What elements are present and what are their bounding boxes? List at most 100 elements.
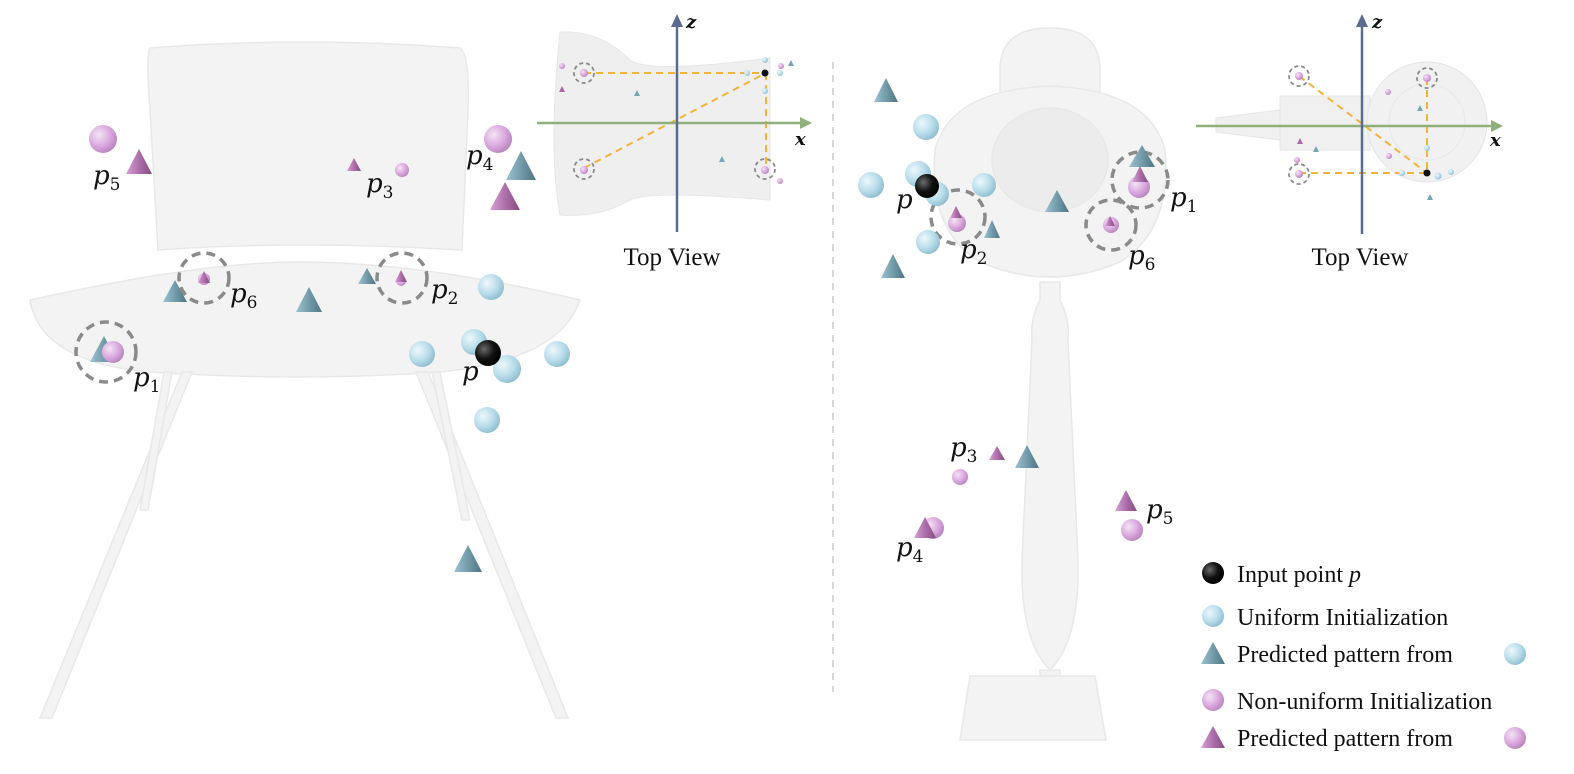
- nonuniform-sphere: [952, 469, 968, 485]
- nonuniform-predicted-cone: [1115, 490, 1137, 511]
- nonuniform-cone-icon: [1201, 726, 1225, 748]
- legend-uniform-label: Uniform Initialization: [1237, 605, 1448, 631]
- label-p6: p6: [1128, 241, 1155, 275]
- legend-input-point-label: Input point: [1237, 562, 1343, 588]
- legend-item-uniform: Uniform Initialization: [1202, 605, 1448, 631]
- nonuniform-predicted-cone: [914, 517, 936, 538]
- label-p: p: [462, 357, 479, 387]
- nonuniform-predicted-cone: [989, 446, 1005, 460]
- top-view-x-label: x: [1489, 130, 1501, 151]
- uniform-predicted-cone: [1129, 145, 1155, 167]
- top-view-caption: Top View: [1312, 244, 1409, 271]
- top-view-x-label: x: [794, 129, 806, 150]
- uniform-predicted-cone: [1015, 445, 1039, 468]
- lamp-highlight-circles: [929, 150, 1170, 252]
- chair-top-view: x z Top View: [537, 12, 812, 271]
- label-p1: p1: [133, 363, 160, 397]
- uniform-predicted-cone: [506, 151, 536, 180]
- highlight-circle-p6: [177, 251, 231, 305]
- nonuniform-sphere: [395, 163, 409, 177]
- lamp-top-silhouette: [1366, 61, 1488, 183]
- uniform-predicted-cone: [163, 280, 187, 302]
- uniform-sphere: [478, 274, 504, 300]
- uniform-sphere-icon: [1202, 605, 1224, 627]
- highlight-circle-p1: [74, 320, 138, 384]
- uniform-sphere-icon: [1504, 643, 1526, 665]
- chair-shape: [29, 41, 581, 719]
- input-point-icon: [1202, 562, 1224, 584]
- x-axis-arrow-icon: [1491, 120, 1503, 132]
- legend-uniform-predicted-label: Predicted pattern from: [1237, 642, 1453, 668]
- label-p6: p6: [230, 279, 257, 313]
- highlight-circle-p2: [375, 251, 429, 305]
- chair-input-point: [475, 340, 501, 366]
- nonuniform-predicted-cone: [490, 182, 520, 210]
- label-p: p: [896, 185, 913, 215]
- nonuniform-predicted-cone: [198, 271, 210, 283]
- label-p4: p4: [896, 533, 923, 567]
- z-axis-arrow-icon: [671, 14, 683, 27]
- uniform-sphere: [858, 172, 884, 198]
- uniform-cone-icon: [1201, 642, 1225, 664]
- chair-labels: p5 p3 p4 p6 p2 p1 p: [93, 141, 493, 397]
- uniform-predicted-cone: [454, 545, 482, 572]
- uniform-predicted-cone: [984, 220, 1000, 238]
- uniform-sphere: [544, 341, 570, 367]
- legend-nonuniform-predicted-label: Predicted pattern from: [1237, 726, 1453, 752]
- label-p1: p1: [1170, 183, 1197, 217]
- uniform-sphere: [913, 114, 939, 140]
- chair-nonuniform-predicted-cones: [126, 149, 520, 283]
- highlight-circle-p1: [1110, 150, 1170, 210]
- nonuniform-sphere: [102, 341, 124, 363]
- nonuniform-predicted-cone: [1132, 166, 1148, 182]
- lamp-uniform-predicted-cones: [874, 78, 1155, 468]
- z-axis-arrow-icon: [1356, 14, 1368, 27]
- highlight-circle-p2: [929, 188, 987, 246]
- uniform-predicted-cone: [358, 268, 376, 284]
- highlight-circle-p6: [1084, 198, 1138, 252]
- lamp-nonuniform-predicted-cones: [914, 166, 1148, 538]
- nonuniform-sphere: [948, 214, 966, 232]
- label-p4: p4: [466, 141, 493, 175]
- uniform-predicted-cone: [296, 287, 322, 312]
- legend-item-nonuniform: Non-uniform Initialization: [1202, 689, 1492, 715]
- nonuniform-predicted-cone: [1105, 216, 1115, 226]
- uniform-predicted-cone: [881, 254, 905, 278]
- nonuniform-sphere-icon: [1202, 689, 1224, 711]
- lamp-labels: p p1 p2 p6 p3 p5 p4: [896, 183, 1197, 567]
- uniform-sphere: [474, 407, 500, 433]
- chair-uniform-spheres: [409, 274, 570, 433]
- lamp-input-point: [915, 174, 939, 198]
- top-view-z-label: z: [1371, 12, 1383, 33]
- nonuniform-sphere: [484, 125, 512, 153]
- label-p2: p2: [431, 275, 458, 309]
- nonuniform-predicted-cone: [347, 158, 361, 171]
- label-p3: p3: [366, 169, 393, 203]
- legend-item-nonuniform-predicted: Predicted pattern from: [1201, 726, 1526, 752]
- uniform-sphere: [493, 355, 521, 383]
- label-p5: p5: [1146, 495, 1173, 529]
- nonuniform-sphere: [89, 125, 117, 153]
- nonuniform-sphere: [1121, 519, 1143, 541]
- lamp-shape: [933, 27, 1167, 741]
- uniform-sphere: [409, 341, 435, 367]
- top-view-z-label: z: [685, 12, 697, 33]
- legend-item-uniform-predicted: Predicted pattern from: [1201, 642, 1526, 668]
- legend-nonuniform-label: Non-uniform Initialization: [1237, 689, 1492, 715]
- chair-highlight-circles: [74, 251, 429, 384]
- nonuniform-predicted-cone: [950, 206, 962, 218]
- x-axis-arrow-icon: [800, 117, 812, 129]
- legend: Input point p Uniform Initialization Pred…: [1201, 562, 1526, 752]
- legend-item-input-point: Input point p: [1202, 562, 1361, 588]
- uniform-predicted-cone: [874, 78, 898, 102]
- nonuniform-sphere-icon: [1504, 727, 1526, 749]
- label-p5: p5: [93, 161, 120, 195]
- chair-uniform-predicted-cones: [90, 151, 536, 572]
- uniform-sphere: [972, 173, 996, 197]
- nonuniform-predicted-cone: [395, 270, 407, 282]
- nonuniform-predicted-cone: [126, 149, 152, 174]
- lamp-top-view: x z Top View: [1196, 12, 1503, 271]
- uniform-predicted-cone: [1045, 190, 1069, 212]
